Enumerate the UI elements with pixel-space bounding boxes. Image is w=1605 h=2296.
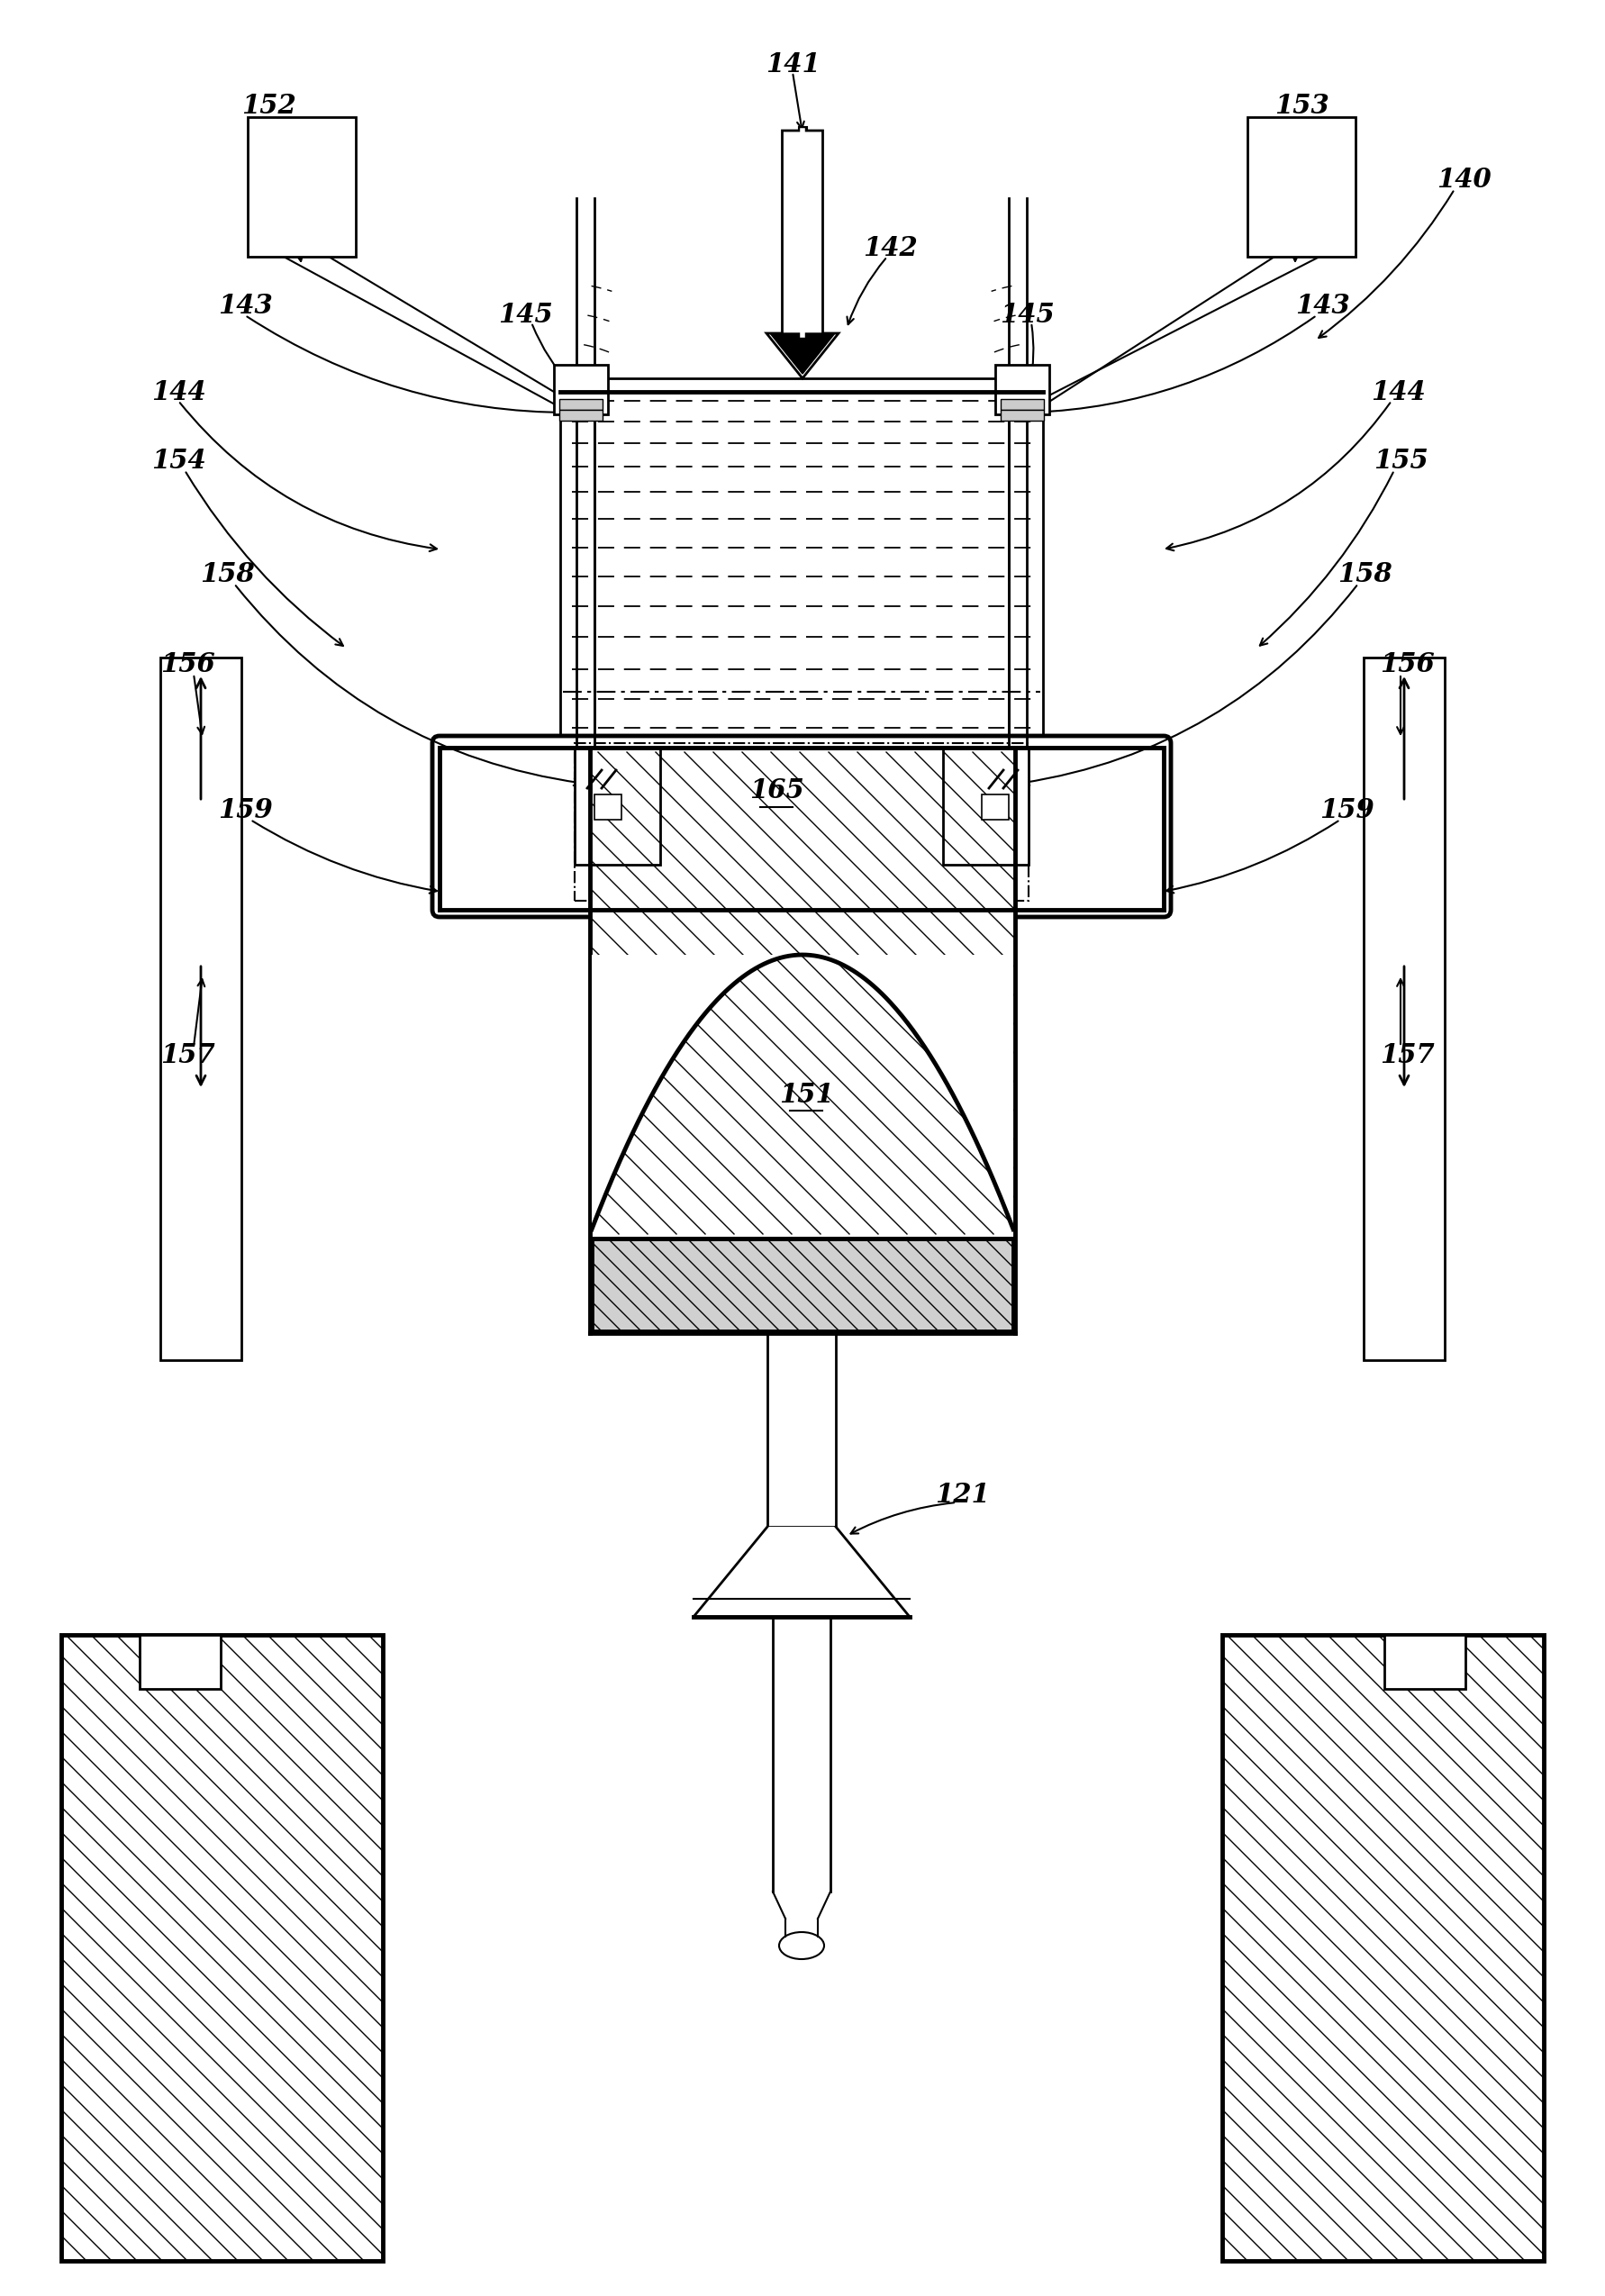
Bar xyxy=(560,388,594,748)
Text: 145: 145 xyxy=(498,303,552,328)
Text: 144: 144 xyxy=(1371,379,1425,404)
Bar xyxy=(1364,657,1444,1359)
Text: 140: 140 xyxy=(1436,168,1491,193)
Bar xyxy=(1000,411,1043,420)
Bar xyxy=(1385,1635,1465,1690)
Bar xyxy=(944,748,1029,866)
Text: 154: 154 xyxy=(151,448,205,475)
Bar xyxy=(591,748,1014,1332)
Bar xyxy=(592,1238,1013,1332)
Bar xyxy=(594,794,621,820)
Text: 157: 157 xyxy=(1379,1042,1435,1068)
Bar xyxy=(559,411,602,420)
Bar xyxy=(61,1635,382,2262)
Bar xyxy=(1223,1635,1544,2262)
Bar xyxy=(1002,383,1046,402)
Bar xyxy=(767,1332,836,1527)
Bar xyxy=(554,365,608,413)
Bar xyxy=(560,379,1045,393)
Bar xyxy=(995,365,1050,413)
Bar xyxy=(1247,117,1356,257)
Bar xyxy=(559,400,602,411)
Polygon shape xyxy=(770,333,835,374)
Bar xyxy=(575,748,660,866)
Text: 159: 159 xyxy=(218,797,273,824)
Bar xyxy=(247,117,356,257)
Text: 158: 158 xyxy=(199,563,254,588)
Bar xyxy=(982,794,1010,820)
Text: 158: 158 xyxy=(1337,563,1392,588)
Text: 165: 165 xyxy=(750,778,804,804)
Bar xyxy=(1000,400,1043,411)
Text: 143: 143 xyxy=(1295,294,1350,319)
Text: 157: 157 xyxy=(160,1042,215,1068)
Bar xyxy=(575,744,1029,900)
Bar xyxy=(1010,388,1043,748)
Text: 145: 145 xyxy=(1000,303,1054,328)
Polygon shape xyxy=(592,955,1013,1228)
Ellipse shape xyxy=(778,1933,823,1958)
Text: 141: 141 xyxy=(766,53,820,78)
Polygon shape xyxy=(693,1527,910,1616)
Bar xyxy=(557,383,602,402)
Text: 121: 121 xyxy=(934,1483,989,1508)
Bar xyxy=(592,1238,1013,1332)
Text: 159: 159 xyxy=(1319,797,1374,824)
Text: 143: 143 xyxy=(218,294,273,319)
FancyBboxPatch shape xyxy=(432,737,1172,916)
FancyArrow shape xyxy=(767,131,838,379)
Text: 142: 142 xyxy=(862,234,916,262)
Text: 144: 144 xyxy=(151,379,205,404)
Text: 155: 155 xyxy=(1374,448,1428,475)
Text: 156: 156 xyxy=(160,652,215,677)
Text: 152: 152 xyxy=(241,94,295,119)
Text: 156: 156 xyxy=(1379,652,1435,677)
Bar xyxy=(140,1635,220,1690)
Bar xyxy=(160,657,241,1359)
Text: 153: 153 xyxy=(1274,94,1329,119)
Text: 151: 151 xyxy=(778,1081,833,1107)
